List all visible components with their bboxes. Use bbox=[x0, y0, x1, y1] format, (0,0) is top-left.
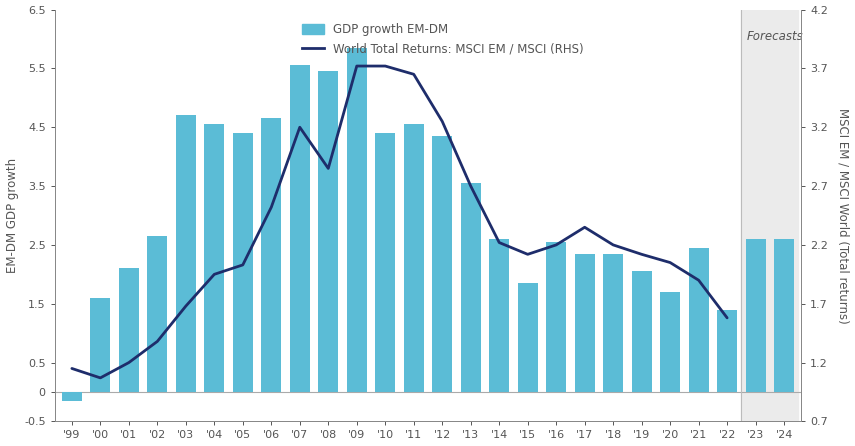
Bar bbox=[318, 71, 339, 392]
Bar bbox=[233, 133, 253, 392]
Bar bbox=[461, 183, 481, 392]
Bar bbox=[204, 124, 224, 392]
Bar bbox=[518, 283, 538, 392]
Bar bbox=[632, 271, 652, 392]
Bar bbox=[347, 48, 367, 392]
Bar bbox=[660, 292, 680, 392]
Legend: GDP growth EM-DM, World Total Returns: MSCI EM / MSCI (RHS): GDP growth EM-DM, World Total Returns: M… bbox=[298, 20, 587, 58]
Bar bbox=[262, 118, 281, 392]
Bar bbox=[147, 236, 168, 392]
Bar bbox=[375, 133, 395, 392]
Y-axis label: MSCI EM / MSCI World (Total returns): MSCI EM / MSCI World (Total returns) bbox=[836, 107, 850, 323]
Bar bbox=[717, 310, 737, 392]
Bar bbox=[746, 239, 765, 392]
Bar bbox=[774, 239, 794, 392]
Bar bbox=[575, 254, 595, 392]
Bar bbox=[603, 254, 623, 392]
Bar bbox=[433, 136, 452, 392]
Bar bbox=[119, 268, 139, 392]
Y-axis label: EM-DM GDP growth: EM-DM GDP growth bbox=[5, 158, 19, 273]
Text: Forecasts: Forecasts bbox=[747, 30, 804, 43]
Bar bbox=[546, 242, 566, 392]
Bar bbox=[404, 124, 424, 392]
Bar bbox=[176, 116, 196, 392]
Bar bbox=[741, 9, 799, 421]
Bar bbox=[688, 248, 709, 392]
Bar bbox=[290, 66, 310, 392]
Bar bbox=[489, 239, 510, 392]
Bar bbox=[62, 392, 82, 401]
Bar bbox=[91, 298, 110, 392]
